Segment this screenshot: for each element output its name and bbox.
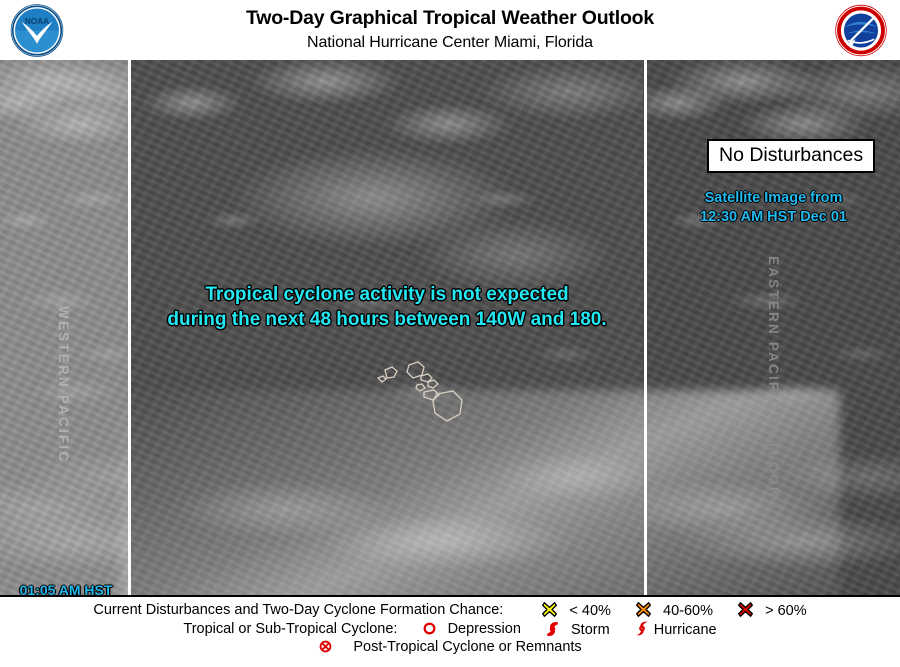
timestamp-line1: 01:05 AM HST: [19, 582, 113, 595]
panel-divider: [644, 60, 647, 595]
no-disturbances-badge: No Disturbances: [707, 139, 876, 173]
satellite-image-info: Satellite Image from 12:30 AM HST Dec 01: [647, 189, 900, 227]
cloud-texture-layer: [131, 60, 643, 595]
legend-hurricane-label: Hurricane: [653, 622, 717, 638]
depression-circle-icon: [423, 622, 435, 635]
issuance-timestamp: 01:05 AM HST Mon Dec 01 2025: [4, 581, 128, 595]
satellite-map[interactable]: Tropical cyclone activity is not expecte…: [0, 60, 900, 595]
legend-depression-label: Depression: [447, 621, 521, 637]
legend-post-tropical-label: Post-Tropical Cyclone or Remnants: [353, 639, 582, 656]
post-tropical-circle-x-icon: [319, 640, 332, 653]
satellite-info-line2: 12:30 AM HST Dec 01: [700, 209, 847, 225]
page-title: Two-Day Graphical Tropical Weather Outlo…: [245, 7, 655, 29]
x-marker-icon: [542, 602, 558, 617]
legend-storm: Storm: [545, 621, 610, 638]
x-marker-icon: [738, 602, 754, 617]
legend-storm-label: Storm: [571, 621, 610, 638]
legend-post-tropical: Post-Tropical Cyclone or Remnants: [318, 639, 582, 656]
noaa-logo: NOAA: [8, 3, 66, 58]
legend-chance-high-label: > 60%: [765, 603, 807, 619]
svg-text:NOAA: NOAA: [25, 17, 49, 26]
legend-chance-high: > 60%: [737, 601, 807, 619]
map-legend: Current Disturbances and Two-Day Cyclone…: [0, 595, 900, 667]
legend-chance-medium-label: 40-60%: [663, 603, 714, 619]
legend-chance-low: < 40%: [541, 601, 611, 619]
legend-chance-medium: 40-60%: [635, 601, 713, 619]
page-header: NOAA Two-Day Graphical Tropical Weather …: [0, 0, 900, 60]
region-label-western-pacific: WESTERN PACIFIC: [56, 306, 71, 464]
legend-chance-low-label: < 40%: [569, 603, 611, 619]
map-panel-central-pacific: [131, 60, 643, 595]
cloud-texture-layer: [131, 60, 643, 595]
tropical-storm-icon: [547, 621, 558, 636]
panel-divider: [128, 60, 131, 595]
region-label-eastern-pacific: EASTERN PACIFIC OUTLOOK: [766, 256, 781, 500]
satellite-info-line1: Satellite Image from: [704, 190, 843, 206]
legend-row-post-tropical: Post-Tropical Cyclone or Remnants: [0, 639, 900, 655]
legend-formation-chance-label: Current Disturbances and Two-Day Cyclone…: [93, 602, 504, 618]
legend-hurricane: Hurricane: [634, 620, 717, 638]
legend-row-formation-chance: Current Disturbances and Two-Day Cyclone…: [0, 601, 900, 619]
cloud-texture-layer: [131, 60, 643, 595]
page-subtitle: National Hurricane Center Miami, Florida: [307, 34, 593, 51]
legend-cyclone-label: Tropical or Sub-Tropical Cyclone:: [183, 621, 398, 637]
legend-depression: Depression: [422, 621, 521, 637]
x-marker-icon: [636, 602, 651, 617]
hurricane-icon: [635, 621, 648, 636]
national-weather-service-logo: [828, 3, 894, 58]
legend-row-cyclone-types: Tropical or Sub-Tropical Cyclone: Depres…: [0, 620, 900, 638]
